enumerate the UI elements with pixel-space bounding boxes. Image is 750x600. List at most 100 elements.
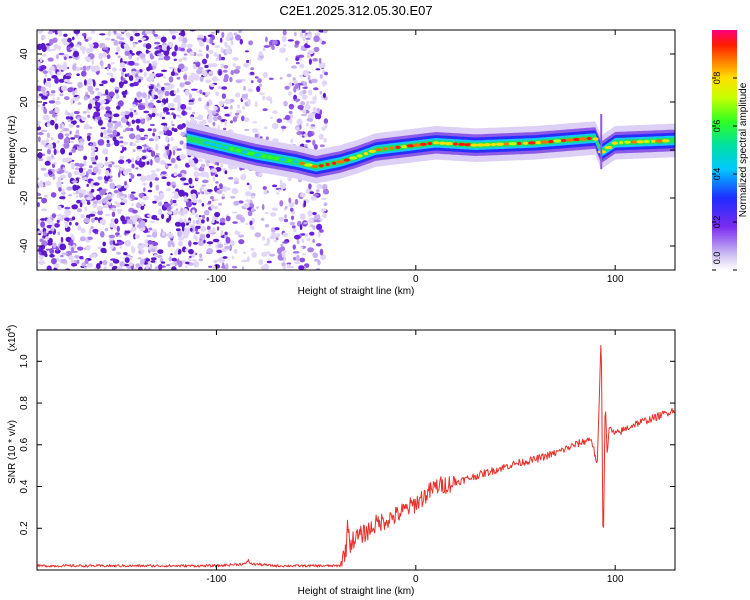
noise-cell xyxy=(93,111,101,117)
noise-cell xyxy=(172,199,177,204)
noise-cell xyxy=(261,251,268,257)
noise-cell xyxy=(79,67,84,71)
noise-cell xyxy=(180,177,187,181)
noise-cell xyxy=(212,121,216,127)
noise-cell xyxy=(105,106,111,111)
noise-cell xyxy=(68,255,74,261)
noise-cell xyxy=(67,194,73,197)
noise-cell xyxy=(227,31,233,39)
noise-cell xyxy=(148,175,156,181)
noise-cell xyxy=(67,172,72,179)
noise-cell xyxy=(64,222,69,229)
noise-cell xyxy=(109,262,114,267)
noise-cell xyxy=(158,57,164,61)
noise-cell xyxy=(163,82,171,86)
ridge-peak xyxy=(578,137,588,141)
noise-cell xyxy=(300,113,308,117)
noise-cell xyxy=(177,260,183,268)
noise-cell xyxy=(313,87,319,91)
noise-cell xyxy=(155,112,160,117)
noise-cell xyxy=(195,225,201,229)
noise-cell xyxy=(149,181,153,188)
noise-cell xyxy=(183,74,188,80)
noise-cell xyxy=(299,63,305,69)
noise-cell xyxy=(42,92,48,95)
noise-cell xyxy=(151,214,158,220)
noise-cell xyxy=(120,111,126,117)
noise-cell xyxy=(248,202,255,209)
noise-cell xyxy=(59,196,66,200)
noise-cell xyxy=(138,40,142,43)
noise-cell xyxy=(38,233,42,236)
noise-cell xyxy=(113,30,117,35)
noise-cell xyxy=(140,118,146,125)
noise-cell xyxy=(176,76,181,80)
noise-cell xyxy=(150,260,156,263)
noise-cell xyxy=(99,33,106,36)
noise-cell xyxy=(319,248,324,256)
noise-cell xyxy=(316,223,323,231)
noise-cell xyxy=(99,83,104,87)
noise-cell xyxy=(146,148,149,152)
noise-cell xyxy=(306,53,311,59)
noise-cell xyxy=(189,116,195,120)
noise-cell xyxy=(125,168,132,173)
spectrogram-xlabel: Height of straight line (km) xyxy=(298,286,415,297)
noise-cell xyxy=(160,171,167,175)
noise-cell xyxy=(212,265,216,270)
noise-cell xyxy=(182,37,188,44)
noise-cell xyxy=(261,204,265,211)
noise-cell xyxy=(301,253,307,256)
ridge-peak xyxy=(332,161,337,165)
noise-cell xyxy=(242,97,249,101)
noise-cell xyxy=(106,142,111,148)
ridge-peak xyxy=(336,160,345,164)
noise-cell xyxy=(161,213,165,220)
noise-cell xyxy=(178,115,181,118)
noise-cell xyxy=(269,235,276,240)
noise-cell xyxy=(151,112,156,118)
noise-cell xyxy=(72,64,77,71)
noise-cell xyxy=(203,239,206,244)
noise-cell xyxy=(148,227,153,231)
noise-cell xyxy=(102,241,106,247)
noise-cell xyxy=(259,55,264,59)
noise-cell xyxy=(245,199,251,203)
noise-cell xyxy=(134,197,138,201)
noise-cell xyxy=(114,87,120,90)
noise-cell xyxy=(120,144,124,148)
spectrogram-ytick-label: -40 xyxy=(19,238,30,253)
noise-cell xyxy=(61,252,68,255)
noise-cell xyxy=(83,167,86,171)
noise-cell xyxy=(56,219,60,223)
noise-cell xyxy=(202,92,206,95)
noise-cell xyxy=(276,118,283,123)
noise-cell xyxy=(134,32,140,37)
ridge-peak xyxy=(495,142,505,146)
noise-cell xyxy=(168,30,175,35)
noise-cell xyxy=(176,148,182,151)
ridge-peak xyxy=(419,142,427,146)
snr-series-line xyxy=(37,345,675,568)
noise-cell xyxy=(315,68,321,71)
noise-cell xyxy=(319,90,323,95)
noise-cell xyxy=(130,226,137,232)
noise-cell xyxy=(250,247,255,251)
noise-cell xyxy=(294,31,297,37)
noise-cell xyxy=(91,158,97,163)
noise-cell xyxy=(285,57,289,62)
noise-cell xyxy=(173,128,178,133)
noise-cell xyxy=(54,263,60,269)
noise-cell xyxy=(322,183,328,190)
noise-cell xyxy=(302,69,309,77)
noise-cell xyxy=(87,114,91,119)
noise-cell xyxy=(161,86,165,91)
noise-cell xyxy=(148,138,154,142)
noise-cell xyxy=(141,156,147,160)
noise-cell xyxy=(183,53,188,56)
noise-cell xyxy=(307,31,313,39)
snr-frame xyxy=(36,329,676,571)
noise-cell xyxy=(97,176,103,181)
noise-cell xyxy=(89,126,93,129)
noise-cell xyxy=(196,37,204,40)
